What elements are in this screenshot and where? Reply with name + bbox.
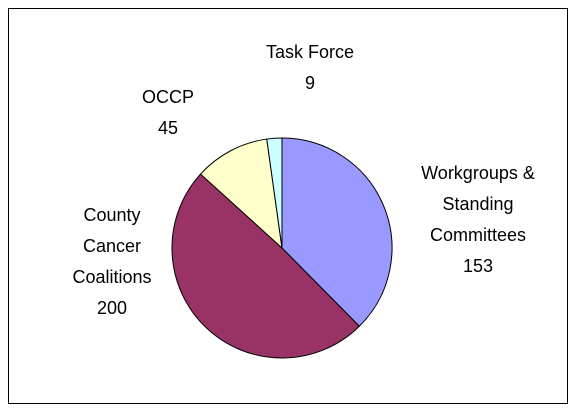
pie-slice [281, 137, 393, 327]
value-label: 200 [96, 298, 128, 318]
pie-slice [171, 173, 361, 359]
category-label: Workgroups & Standing Committees [421, 163, 535, 245]
pie-slice [266, 137, 283, 249]
category-label: Task Force [265, 42, 355, 62]
value-label: 45 [157, 118, 179, 138]
pie-slice [199, 138, 283, 250]
category-label: OCCP [141, 87, 194, 107]
slice-label: Task Force 9 [240, 37, 380, 99]
slice-label: County Cancer Coalitions 200 [57, 200, 167, 324]
category-label: County Cancer Coalitions [72, 205, 152, 287]
value-label: 153 [462, 256, 494, 276]
slice-label: OCCP 45 [108, 82, 228, 144]
slice-label: Workgroups & Standing Committees 153 [403, 158, 553, 282]
value-label: 9 [304, 73, 315, 93]
